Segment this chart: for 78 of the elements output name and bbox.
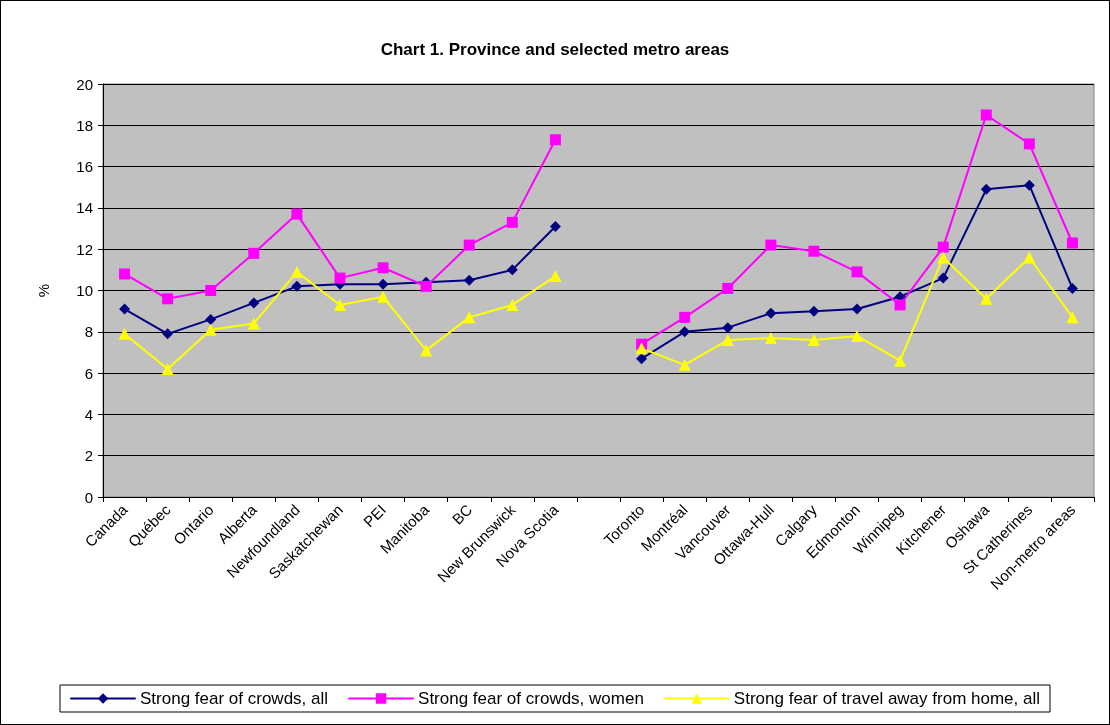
- y-tick-label: 12: [76, 240, 93, 258]
- point: [808, 245, 820, 257]
- point: [463, 239, 475, 251]
- point: [1066, 282, 1078, 294]
- y-tick-label: 0: [84, 488, 93, 506]
- point: [937, 272, 949, 284]
- point: [506, 264, 518, 276]
- point: [678, 358, 691, 371]
- point: [506, 216, 518, 228]
- point: [1023, 179, 1035, 191]
- y-tick-label: 18: [76, 116, 93, 134]
- point: [377, 262, 389, 274]
- point: [721, 334, 734, 347]
- point: [679, 311, 691, 323]
- y-tick-label: 8: [84, 323, 93, 341]
- point: [119, 303, 131, 315]
- point: [377, 290, 390, 303]
- point: [290, 265, 303, 278]
- point: [722, 322, 734, 334]
- point: [1023, 251, 1036, 264]
- point: [851, 266, 863, 278]
- point: [162, 328, 174, 340]
- point: [333, 298, 346, 311]
- y-tick-label: 16: [76, 158, 93, 176]
- point: [291, 208, 303, 220]
- y-tick-label: 6: [84, 364, 93, 382]
- point: [894, 354, 907, 367]
- point: [980, 183, 992, 195]
- point: [635, 342, 648, 355]
- point: [980, 292, 993, 305]
- point: [851, 303, 863, 315]
- point: [463, 274, 475, 286]
- point: [851, 329, 864, 342]
- point: [980, 109, 992, 121]
- point: [248, 247, 260, 259]
- legend-label: Strong fear of crowds, all: [140, 689, 329, 708]
- point: [1066, 237, 1078, 249]
- y-tick-label: 14: [76, 199, 93, 217]
- y-tick-label: 20: [76, 75, 93, 93]
- point: [205, 285, 217, 296]
- point: [549, 270, 562, 283]
- point: [765, 307, 777, 319]
- point: [679, 326, 691, 338]
- point: [463, 311, 476, 324]
- legend-label: Strong fear of travel away from home, all: [733, 689, 1040, 708]
- point: [764, 331, 777, 344]
- point: [807, 334, 820, 347]
- point: [161, 362, 174, 375]
- point: [506, 298, 519, 311]
- point: [118, 327, 131, 340]
- legend-label: Strong fear of crowds, women: [418, 689, 644, 708]
- point: [1023, 138, 1035, 150]
- point: [291, 280, 303, 292]
- point: [894, 299, 906, 311]
- point: [119, 268, 131, 280]
- point: [204, 323, 217, 336]
- point: [162, 293, 174, 305]
- point: [765, 239, 777, 251]
- chart-title: Chart 1. Province and selected metro areas: [380, 40, 730, 59]
- point: [420, 344, 433, 357]
- point: [334, 272, 346, 284]
- y-tick-label: 4: [84, 405, 93, 423]
- point: [377, 278, 389, 290]
- point: [937, 251, 950, 264]
- point: [549, 220, 561, 232]
- y-tick-label: 10: [76, 282, 93, 299]
- y-axis-title: %: [35, 283, 52, 298]
- point: [205, 313, 217, 325]
- point: [1066, 311, 1079, 324]
- y-tick-label: 2: [84, 447, 93, 465]
- point: [808, 305, 820, 317]
- point: [420, 280, 432, 292]
- point: [937, 241, 949, 253]
- point: [636, 353, 648, 365]
- point: [248, 297, 260, 309]
- point: [722, 282, 734, 294]
- point: [247, 317, 260, 330]
- point: [549, 134, 561, 146]
